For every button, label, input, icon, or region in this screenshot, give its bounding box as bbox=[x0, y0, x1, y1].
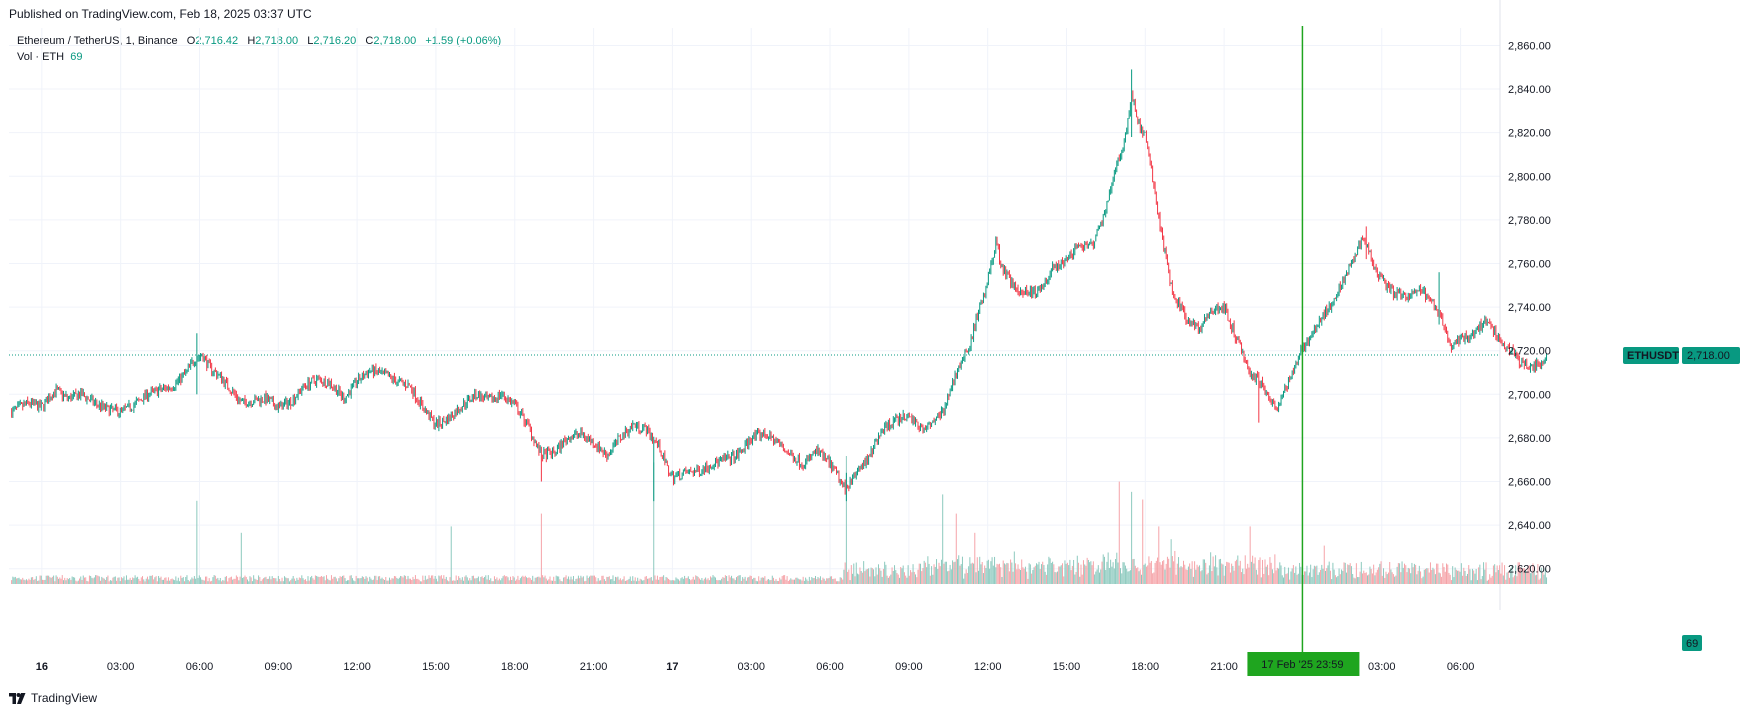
time-axis[interactable]: 16 03:00 06:00 09:00 12:00 15:00 18:00 21:00 17 0… bbox=[36, 661, 1475, 673]
close-label: C bbox=[365, 35, 374, 47]
time-tick-label: 16 bbox=[36, 661, 48, 673]
footer-brand-label: TradingView bbox=[31, 691, 98, 705]
price-tick-label: 2,820.00 bbox=[1508, 128, 1551, 140]
ohlc-legend: Ethereum / TetherUS, 1, Binance O2,716.4… bbox=[17, 35, 501, 47]
symbol-price-tag: ETHUSDT 2,718.00 bbox=[1623, 347, 1740, 365]
price-tick-label: 2,660.00 bbox=[1508, 477, 1551, 489]
time-tick-label: 06:00 bbox=[186, 661, 214, 673]
price-tick-label: 2,700.00 bbox=[1508, 389, 1551, 401]
crosshair-time-label: 17 Feb '25 23:59 bbox=[1261, 659, 1343, 671]
time-tick-label: 09:00 bbox=[265, 661, 293, 673]
tradingview-logo-icon bbox=[9, 692, 26, 704]
volume-label[interactable]: Vol · ETH bbox=[17, 51, 65, 63]
time-tick-label: 03:00 bbox=[107, 661, 135, 673]
price-axis[interactable]: 2,620.00 2,640.00 2,660.00 2,680.00 2,700.00… bbox=[1508, 40, 1551, 575]
low-value: 2,716.20 bbox=[313, 35, 357, 47]
price-tick-label: 2,760.00 bbox=[1508, 258, 1551, 270]
time-tick-label: 03:00 bbox=[1368, 661, 1396, 673]
candlesticks bbox=[11, 69, 1548, 502]
price-tick-label: 2,640.00 bbox=[1508, 520, 1551, 532]
volume-tag-label: 69 bbox=[1686, 638, 1698, 650]
change-value: +1.59 (+0.06%) bbox=[425, 35, 502, 47]
published-label: Published on TradingView.com, Feb 18, 20… bbox=[9, 7, 312, 21]
symbol-label[interactable]: Ethereum / TetherUS, 1, Binance bbox=[17, 35, 178, 47]
time-tick-label: 17 bbox=[666, 661, 678, 673]
price-tick-label: 2,680.00 bbox=[1508, 433, 1551, 445]
price-tag-bg bbox=[1682, 347, 1740, 365]
time-tick-label: 12:00 bbox=[343, 661, 371, 673]
price-tick-label: 2,860.00 bbox=[1508, 40, 1551, 52]
crosshair-time-bg bbox=[1247, 652, 1360, 676]
time-tick-label: 18:00 bbox=[501, 661, 529, 673]
volume-tag: 69 bbox=[1682, 635, 1702, 651]
open-value: 2,716.42 bbox=[195, 35, 239, 47]
price-tick-label: 2,720.00 bbox=[1508, 346, 1551, 358]
volume-value: 69 bbox=[70, 51, 83, 63]
price-tick-label: 2,740.00 bbox=[1508, 302, 1551, 314]
time-tick-label: 09:00 bbox=[895, 661, 923, 673]
open-label: O bbox=[186, 35, 196, 47]
grid-lines bbox=[9, 0, 1501, 610]
time-tick-label: 12:00 bbox=[974, 661, 1002, 673]
low-label: L bbox=[307, 35, 314, 47]
price-tick-label: 2,840.00 bbox=[1508, 84, 1551, 96]
time-tick-label: 06:00 bbox=[816, 661, 844, 673]
symbol-tag-label: ETHUSDT bbox=[1627, 350, 1679, 362]
price-tick-label: 2,800.00 bbox=[1508, 171, 1551, 183]
symbol-tag-bg bbox=[1623, 347, 1679, 365]
high-value: 2,718.00 bbox=[255, 35, 299, 47]
crosshair-time-tag: 17 Feb '25 23:59 bbox=[1247, 652, 1360, 676]
close-value: 2,718.00 bbox=[373, 35, 417, 47]
volume-bars bbox=[11, 456, 1548, 584]
volume-tag-bg bbox=[1682, 635, 1702, 651]
volume-legend: Vol · ETH 69 bbox=[17, 51, 82, 63]
time-tick-label: 18:00 bbox=[1132, 661, 1160, 673]
footer-brand[interactable]: TradingView bbox=[9, 691, 97, 705]
high-label: H bbox=[247, 35, 256, 47]
time-tick-label: 21:00 bbox=[1210, 661, 1238, 673]
time-tick-label: 21:00 bbox=[580, 661, 608, 673]
price-tick-label: 2,780.00 bbox=[1508, 215, 1551, 227]
time-tick-label: 15:00 bbox=[1053, 661, 1081, 673]
price-tick-label: 2,620.00 bbox=[1508, 564, 1551, 576]
time-tick-label: 03:00 bbox=[737, 661, 765, 673]
time-tick-label: 06:00 bbox=[1447, 661, 1475, 673]
time-tick-label: 15:00 bbox=[422, 661, 450, 673]
price-tag-label: 2,718.00 bbox=[1687, 350, 1730, 362]
